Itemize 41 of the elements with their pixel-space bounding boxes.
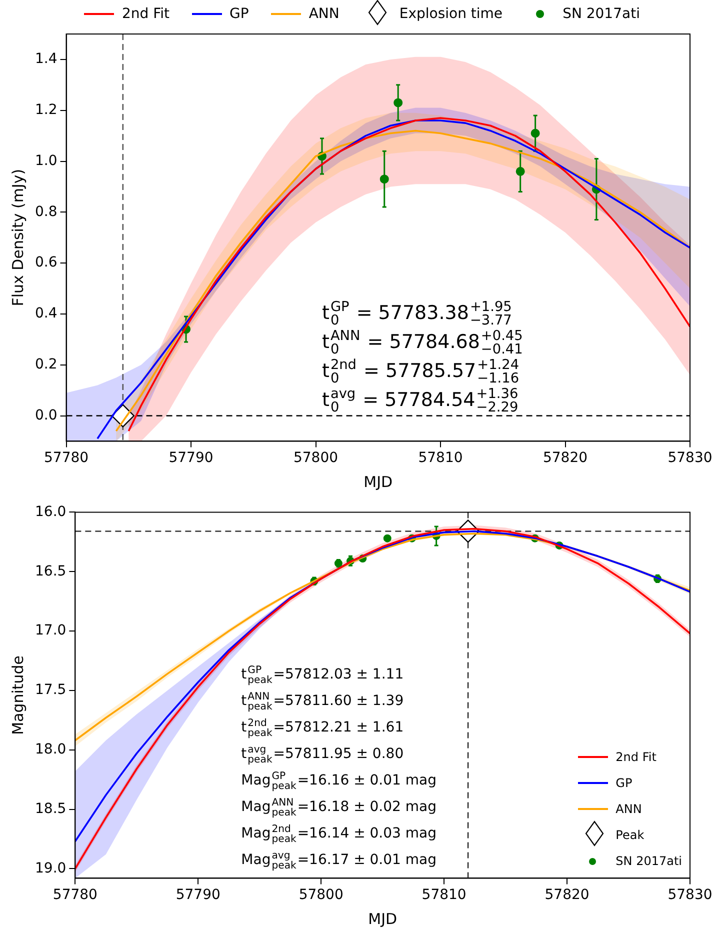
x-tick-label: 57810 (422, 887, 466, 904)
legend-label: SN 2017ati (616, 854, 682, 868)
y-tick-label: 0.6 (35, 254, 58, 271)
y-tick-label: 19.0 (35, 860, 66, 876)
x-axis-title: MJD (368, 910, 398, 928)
legend-label: GP (230, 6, 249, 22)
x-tick-label: 57790 (176, 887, 220, 904)
x-tick-label: 57830 (668, 450, 712, 466)
x-tick-label: 57780 (44, 450, 89, 466)
y-tick-label: 0.2 (35, 356, 58, 372)
y-tick-label: 18.0 (35, 742, 66, 758)
x-tick-label: 57780 (52, 887, 98, 904)
y-axis-title: Magnitude (8, 655, 27, 735)
y-tick-label: 0.4 (35, 306, 58, 322)
x-axis-title: MJD (364, 472, 393, 491)
legend-label: GP (616, 776, 632, 790)
x-tick-label: 57810 (418, 450, 463, 466)
x-tick-label: 57830 (668, 887, 712, 904)
y-tick-label: 16.5 (35, 563, 66, 580)
x-tick-label: 57820 (544, 887, 590, 904)
y-tick-label: 0.8 (35, 204, 58, 220)
legend-label: 2nd Fit (122, 6, 170, 22)
legend-label: 2nd Fit (616, 750, 656, 764)
y-tick-label: 17.5 (35, 682, 66, 698)
legend-label: Explosion time (399, 6, 503, 22)
legend-label: ANN (616, 802, 642, 816)
y-tick-label: 17.0 (35, 622, 66, 639)
x-tick-label: 57820 (542, 450, 588, 466)
x-tick-label: 57800 (298, 887, 344, 904)
x-tick-label: 57790 (168, 450, 214, 466)
legend-label: ANN (308, 6, 340, 22)
y-tick-label: 1.4 (35, 51, 58, 68)
y-tick-label: 18.5 (35, 800, 66, 817)
y-tick-label: 0.0 (35, 407, 58, 424)
x-tick-label: 57800 (293, 450, 338, 466)
y-tick-label: 1.0 (35, 152, 58, 169)
legend-label: Peak (616, 828, 644, 842)
y-tick-label: 16.0 (35, 504, 66, 520)
y-axis-title: Flux Density (mJy) (8, 168, 27, 306)
y-tick-label: 1.2 (35, 102, 58, 118)
legend-label: SN 2017ati (562, 6, 640, 22)
